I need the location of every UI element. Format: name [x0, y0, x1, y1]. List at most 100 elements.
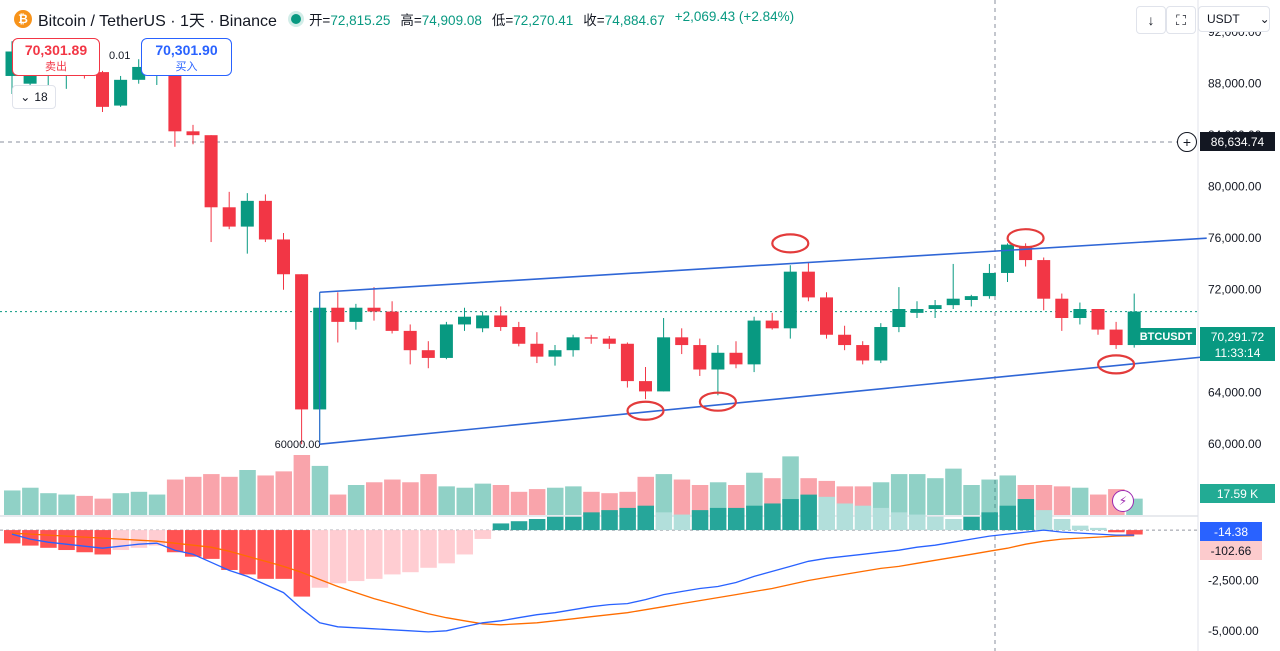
ohlc-value: 72,815.25 [330, 13, 391, 28]
macd-histogram-bar [1017, 499, 1035, 531]
volume-bar [384, 479, 401, 515]
chevron-down-icon: ⌄ [1259, 12, 1270, 26]
macd-histogram-bar [1071, 525, 1089, 531]
macd-histogram-bar [728, 507, 745, 531]
fullscreen-icon[interactable]: ⛶ [1166, 6, 1196, 34]
volume-bar [1071, 487, 1089, 515]
volume-bar [40, 493, 57, 515]
macd-histogram-bar [981, 512, 998, 531]
candle-body [258, 200, 272, 240]
candle-body [729, 352, 743, 365]
volume-bar [565, 486, 582, 515]
candle-body [946, 298, 960, 306]
macd-histogram-bar [510, 521, 528, 531]
macd-histogram-bar [999, 505, 1016, 531]
volume-bar [728, 485, 745, 515]
volume-bar [76, 495, 93, 515]
macd-histogram-bar [347, 530, 365, 582]
macd-histogram-bar [492, 523, 510, 531]
candle-body [657, 337, 671, 392]
macd-histogram-bar [673, 514, 691, 531]
candle-body [1055, 298, 1069, 319]
volume-bar [112, 493, 130, 515]
highlight-ellipse [771, 233, 810, 254]
volume-bar [637, 476, 654, 515]
macd-histogram-bar [1053, 518, 1071, 531]
download-icon[interactable]: ↓ [1136, 6, 1166, 34]
macd-histogram-bar [420, 530, 437, 568]
candle-body [820, 297, 833, 335]
candle-body [711, 352, 725, 370]
volume-bar [185, 476, 202, 515]
candle-body [964, 296, 978, 300]
add-alert-icon[interactable]: + [1177, 132, 1197, 152]
macd-histogram-bar [221, 530, 238, 570]
candle-body [620, 343, 634, 382]
candle-body [1091, 309, 1105, 330]
volume-bar [1090, 494, 1107, 515]
volume-bar [601, 493, 618, 515]
currency-label: USDT [1207, 12, 1240, 26]
candle-body [928, 305, 942, 309]
macd-histogram-bar [402, 530, 419, 573]
symbol-tag: BTCUSDT [1136, 328, 1196, 345]
candle-body [602, 338, 616, 344]
macd-histogram-bar [40, 530, 57, 548]
ohlc-value: 74,884.67 [604, 13, 665, 28]
chevron-down-icon: ⌄ [20, 90, 31, 104]
candle-body [693, 345, 707, 370]
volume-bar [547, 487, 564, 515]
volume-bar [945, 468, 962, 515]
currency-selector[interactable]: USDT ⌄ [1198, 6, 1270, 32]
candle-body [476, 315, 490, 329]
chart-header: ₿ Bitcoin / TetherUS · 1天 · Binance 开=72… [0, 0, 1280, 38]
market-status-icon [290, 14, 301, 24]
macd-histogram-bar [619, 507, 636, 531]
candle-body [530, 343, 544, 357]
candle-body [222, 207, 236, 227]
volume-bar [456, 487, 473, 515]
macd-histogram-bar [800, 494, 817, 531]
macd-histogram-bar [203, 530, 220, 559]
macd-histogram-bar [927, 516, 944, 531]
ohlc-value: +2,069.43 (+2.84%) [674, 9, 795, 24]
volume-bar [203, 474, 220, 515]
price-tick-label: 76,000.00 [1208, 231, 1262, 245]
buy-price: 70,301.90 [155, 42, 218, 58]
volume-bar [347, 485, 365, 515]
lightning-icon[interactable]: ⚡ [1112, 490, 1134, 512]
sell-button[interactable]: 70,301.89 卖出 [12, 38, 100, 76]
highlight-ellipse [1096, 354, 1136, 375]
macd-histogram-bar [945, 518, 962, 531]
macd-histogram-bar [1108, 530, 1125, 533]
volume-bar [474, 483, 492, 515]
channel-lower-line [319, 355, 1207, 445]
candle-body [385, 311, 399, 331]
macd-histogram-bar [275, 530, 292, 579]
price-tick-label: 64,000.00 [1208, 386, 1262, 400]
candle-body [910, 309, 924, 313]
ohlc-value: 72,270.41 [513, 13, 574, 28]
volume-bar [94, 498, 111, 515]
indicator-toggle-button[interactable]: ⌄ 18 [12, 85, 56, 109]
ohlc-value: 74,909.08 [421, 13, 482, 28]
indicator-count: 18 [34, 90, 48, 104]
symbol-title[interactable]: Bitcoin / TetherUS · 1天 · Binance [38, 13, 277, 30]
macd-histogram-bar [4, 530, 21, 544]
volume-bar [4, 490, 21, 515]
candle-body [204, 135, 218, 208]
macd-histogram-bar [655, 512, 673, 531]
macd-histogram-bar [854, 505, 872, 531]
candle-body [1001, 244, 1014, 273]
buy-button[interactable]: 70,301.90 买入 [141, 38, 232, 76]
macd-histogram-bar [94, 530, 111, 555]
highlight-ellipse [626, 400, 665, 421]
macd-value-label: -14.38 [1200, 522, 1262, 541]
candle-body [240, 200, 254, 227]
sell-price: 70,301.89 [24, 42, 88, 58]
candle-body [874, 327, 888, 361]
candle-body [838, 334, 852, 346]
macd-histogram-bar [58, 530, 75, 551]
volume-bar [673, 479, 691, 515]
